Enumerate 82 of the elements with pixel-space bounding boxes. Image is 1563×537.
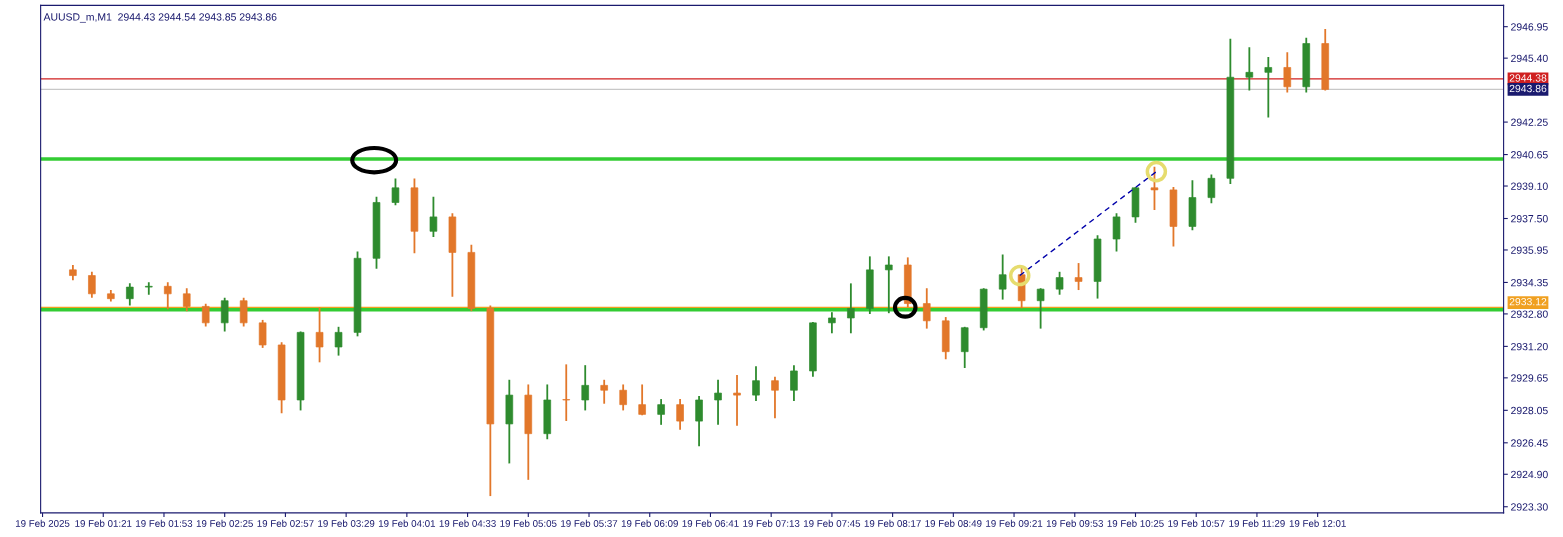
candlestick	[960, 326, 969, 368]
candlestick	[126, 283, 134, 306]
candlestick	[429, 196, 438, 238]
x-tick-label: 19 Feb 10:25	[1107, 519, 1164, 527]
x-tick-label: 19 Feb 08:49	[925, 519, 982, 527]
candlestick	[334, 326, 343, 356]
y-tick-label: 2924.90	[1511, 470, 1548, 479]
y-tick-label: 2926.45	[1511, 439, 1548, 447]
candlestick	[1036, 288, 1045, 329]
x-tick-label: 19 Feb 05:37	[561, 519, 618, 527]
candlestick	[581, 365, 589, 411]
candlestick	[923, 288, 931, 329]
y-tick-label: 2945.40	[1511, 54, 1548, 63]
candlestick	[315, 307, 324, 363]
candlestick	[695, 396, 703, 447]
x-tick-label: 19 Feb 01:53	[136, 519, 193, 527]
candlestick	[1112, 213, 1121, 252]
y-tick-label: 2942.25	[1511, 118, 1548, 126]
candlestick	[220, 297, 229, 332]
candlestick	[201, 303, 210, 327]
y-tick-label: 2929.65	[1511, 374, 1548, 382]
x-tick-label: 19 Feb 02:57	[257, 519, 314, 527]
candlestick	[391, 178, 400, 206]
candlestick	[638, 384, 646, 416]
x-tick-label: 19 Feb 05:05	[500, 519, 557, 527]
candlestick	[1055, 271, 1064, 295]
candlestick	[1283, 52, 1292, 93]
x-tick-label: 19 Feb 11:29	[1229, 519, 1285, 527]
x-tick-label: 19 Feb 07:45	[803, 519, 861, 527]
y-tick-label: 2935.95	[1511, 246, 1548, 254]
x-tick-label: 19 Feb 02:25	[196, 519, 253, 527]
x-tick-label: 19 Feb 09:53	[1046, 519, 1103, 527]
candlestick	[847, 283, 855, 334]
x-tick-label: 19 Feb 04:33	[439, 519, 496, 527]
x-tick-label: 19 Feb 06:41	[682, 519, 739, 527]
candlestick	[771, 376, 779, 419]
y-tick-label: 2928.05	[1511, 406, 1548, 415]
candlestick	[1207, 174, 1216, 204]
candlestick	[657, 399, 665, 425]
candlestick	[562, 364, 571, 421]
x-tick-label: 19 Feb 03:29	[318, 519, 375, 527]
y-tick-label: 2934.35	[1511, 278, 1548, 287]
ref-line-label: 2933.12	[1509, 297, 1547, 306]
candlestick	[733, 374, 741, 426]
x-tick-label: 19 Feb 06:09	[621, 519, 678, 527]
candlestick	[1150, 166, 1159, 211]
candlestick	[828, 312, 836, 334]
x-tick-label: 19 Feb 2025	[15, 519, 70, 527]
candlestick	[885, 256, 893, 314]
y-tick-label: 2923.30	[1511, 503, 1548, 511]
candlestick	[145, 282, 153, 295]
candlestick	[239, 297, 248, 327]
candlestick	[676, 399, 684, 430]
ref-line-label: 2944.38	[1509, 74, 1547, 82]
candlestick	[164, 282, 172, 310]
text: AUUSD_m,M1 2944.43 2944.54 2943.85 2943.86	[43, 13, 277, 23]
candlestick	[1074, 263, 1083, 291]
x-tick-label: 19 Feb 12:01	[1289, 519, 1346, 527]
x-tick-label: 19 Feb 07:13	[743, 519, 800, 527]
y-tick-label: 2946.95	[1511, 23, 1548, 31]
y-tick-label: 2940.65	[1511, 151, 1548, 159]
candlestick	[1245, 47, 1254, 91]
y-tick-label: 2931.20	[1511, 342, 1548, 351]
x-tick-label: 19 Feb 10:57	[1168, 519, 1225, 527]
y-tick-label: 2932.80	[1511, 310, 1548, 318]
y-tick-label: 2939.10	[1511, 182, 1548, 190]
x-tick-label: 19 Feb 08:17	[864, 519, 921, 527]
x-tick-label: 19 Feb 04:01	[378, 519, 436, 527]
candlestick	[619, 384, 627, 411]
candlestick	[790, 365, 798, 401]
ref-line-label: 2943.86	[1509, 84, 1547, 93]
candlestick	[1264, 57, 1273, 118]
x-tick-label: 19 Feb 01:21	[75, 519, 132, 527]
candlestick	[752, 366, 760, 401]
candlestick	[182, 288, 191, 312]
candlestick	[258, 319, 267, 348]
candlestick	[998, 254, 1007, 300]
candlestick	[714, 379, 722, 425]
candlestick	[88, 271, 96, 298]
y-tick-label: 2937.50	[1511, 215, 1548, 223]
candlestick	[600, 379, 608, 404]
x-tick-label: 19 Feb 09:21	[986, 519, 1043, 527]
